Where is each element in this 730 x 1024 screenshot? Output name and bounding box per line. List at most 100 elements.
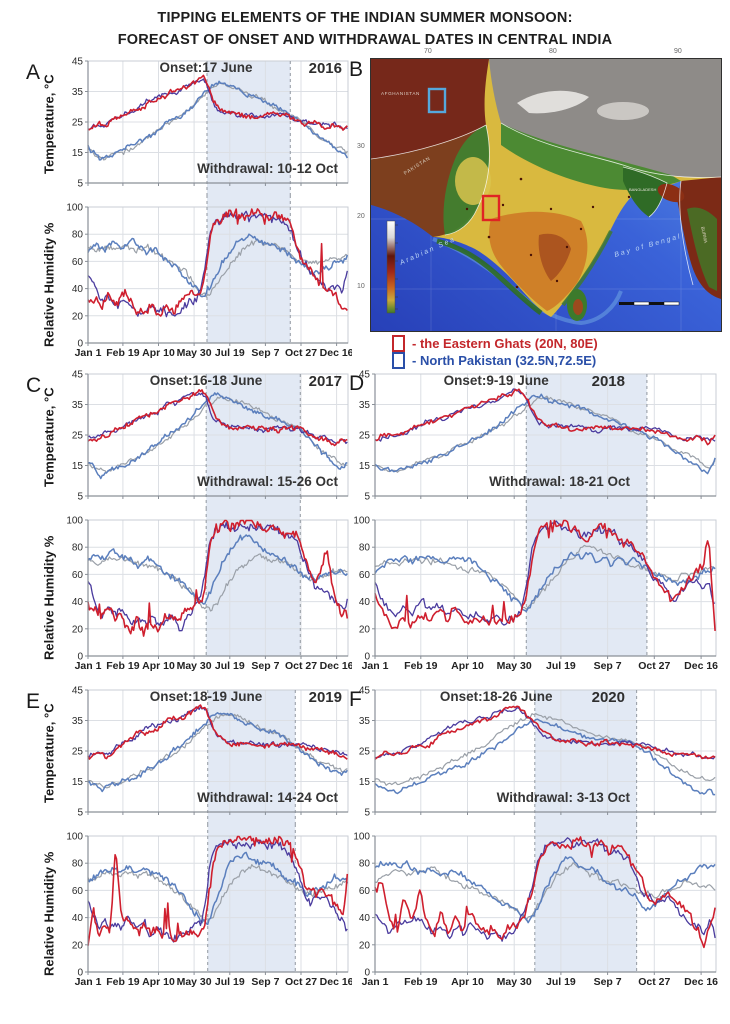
y-tick-label: 35 <box>72 716 84 727</box>
y-tick-label: 25 <box>72 431 84 442</box>
x-tick-label: Jul 19 <box>215 976 245 988</box>
tibet-plateau <box>489 59 721 178</box>
series-eastern_ghats_obs <box>87 208 348 317</box>
y-tick-label: 40 <box>72 597 84 608</box>
temp-axis-title: Temperature, °C <box>41 387 57 487</box>
x-tick-label: Dec 16 <box>320 660 352 672</box>
temp-axis-title: Temperature, °C <box>41 74 57 174</box>
x-tick-label: Oct 27 <box>285 660 317 672</box>
y-tick-label: 60 <box>72 257 84 268</box>
legend-item-north-pakistan: - North Pakistan (32.5N,72.5E) <box>392 352 598 369</box>
y-tick-label: 80 <box>72 859 84 870</box>
y-tick-label: 100 <box>66 832 83 843</box>
x-tick-label: Dec 16 <box>320 976 352 988</box>
y-tick-label: 100 <box>66 516 83 527</box>
series-eastern_ghats_obs <box>87 74 348 131</box>
figure-title: TIPPING ELEMENTS OF THE INDIAN SUMMER MO… <box>0 8 730 52</box>
x-tick-label: Jan 1 <box>362 660 389 672</box>
y-tick-label: 0 <box>77 652 83 663</box>
y-tick-label: 60 <box>72 886 84 897</box>
panel-letter-a: A <box>26 61 41 84</box>
y-tick-label: 45 <box>72 686 84 697</box>
label-burma: BURMA <box>700 226 709 244</box>
panel-letter-f: F <box>349 688 362 711</box>
series-eastern_ghats_model <box>87 78 348 130</box>
panel-a-2016: A Temperature, °C Relative Humidity % 45… <box>26 55 352 373</box>
northeast-hills <box>657 183 685 203</box>
panel-d-2018: D 45 35 25 15 5 100 80 60 40 20 0 Jan 1 Feb 19 Apr 1… <box>347 368 720 686</box>
y-tick-label: 25 <box>359 747 371 758</box>
monsoon-band <box>534 824 637 972</box>
x-tick-label: Oct 27 <box>285 976 317 988</box>
deccan-plateau <box>489 211 588 311</box>
x-tick-label: Dec 16 <box>320 347 352 359</box>
y-tick-label: 100 <box>66 203 83 214</box>
year-label: 2019 <box>308 689 342 706</box>
y-tick-label: 20 <box>72 940 84 951</box>
series-eastern_ghats_obs <box>374 519 716 631</box>
temp-axis-title: Temperature, °C <box>41 703 57 803</box>
series-eastern_ghats_obs <box>87 704 348 760</box>
x-tick-label: Dec 16 <box>684 976 718 988</box>
y-tick-label: 0 <box>364 652 370 663</box>
x-tick-label: Apr 10 <box>142 660 175 672</box>
x-tick-label: Apr 10 <box>142 347 175 359</box>
series-north_pakistan_obs <box>87 712 348 793</box>
x-tick-label: Apr 10 <box>142 976 175 988</box>
country-borders <box>371 122 721 286</box>
india-topographic-map: AFGHANISTAN PAKISTAN BANGLADESH BURMA Ar… <box>370 58 722 332</box>
monsoon-band <box>534 690 637 824</box>
north-pakistan-box <box>427 87 447 114</box>
x-tick-label: Sep 7 <box>251 347 279 359</box>
panel-letter-c: C <box>26 374 42 397</box>
series-eastern_ghats_model <box>87 838 348 943</box>
eastern-ghats-swatch-icon <box>392 335 405 352</box>
western-ghats <box>436 238 543 316</box>
panel-letter-b: B <box>349 58 364 81</box>
x-tick-label: Sep 7 <box>251 976 279 988</box>
panel-b-map: B 70 80 90 30 20 10 <box>349 48 722 332</box>
series-north_pakistan_obs <box>88 392 348 480</box>
series-north_pakistan_model <box>374 862 716 921</box>
y-tick-label: 40 <box>72 913 84 924</box>
x-tick-label: Oct 27 <box>638 660 670 672</box>
y-tick-label: 5 <box>77 179 83 190</box>
label-bangladesh: BANGLADESH <box>629 187 656 192</box>
x-tick-label: Sep 7 <box>251 660 279 672</box>
monsoon-band <box>207 690 296 824</box>
y-tick-label: 45 <box>359 370 371 381</box>
x-tick-label: Jul 19 <box>546 660 576 672</box>
y-tick-label: 0 <box>364 968 370 979</box>
onset-annotation: Onset:17 June <box>159 60 253 75</box>
y-tick-label: 35 <box>72 87 84 98</box>
x-tick-label: May 30 <box>497 976 532 988</box>
scale-bar <box>619 301 680 306</box>
colorbar-ticks <box>395 224 398 310</box>
y-tick-label: 25 <box>72 118 84 129</box>
label-afghanistan: AFGHANISTAN <box>381 91 420 96</box>
temperature-chart: 45 35 25 15 5 <box>72 686 349 824</box>
series-eastern_ghats_obs <box>374 388 716 446</box>
legend-label: - North Pakistan (32.5N,72.5E) <box>412 353 597 368</box>
monsoon-band <box>206 508 301 656</box>
temperature-chart: 45 35 25 15 5 <box>72 370 349 508</box>
x-tick-label: Apr 10 <box>451 976 484 988</box>
x-tick-label: Feb 19 <box>404 660 437 672</box>
legend-item-eastern-ghats: - the Eastern Ghats (20N, 80E) <box>392 335 598 352</box>
withdrawal-annotation: Withdrawal: 18-21 Oct <box>489 474 630 489</box>
series-eastern_ghats_obs <box>87 388 348 447</box>
y-tick-label: 80 <box>72 543 84 554</box>
year-label: 2017 <box>308 373 342 390</box>
withdrawal-annotation: Withdrawal: 3-13 Oct <box>496 790 630 805</box>
y-tick-label: 5 <box>77 808 83 819</box>
panel-letter-e: E <box>26 690 41 713</box>
humidity-axis-title: Relative Humidity % <box>41 222 57 348</box>
y-tick-label: 5 <box>364 808 370 819</box>
x-tick-label: Feb 19 <box>106 976 139 988</box>
series-north_pakistan_obs <box>374 551 716 613</box>
temperature-chart: 45 35 25 15 5 <box>359 370 717 508</box>
year-label: 2020 <box>591 689 625 706</box>
